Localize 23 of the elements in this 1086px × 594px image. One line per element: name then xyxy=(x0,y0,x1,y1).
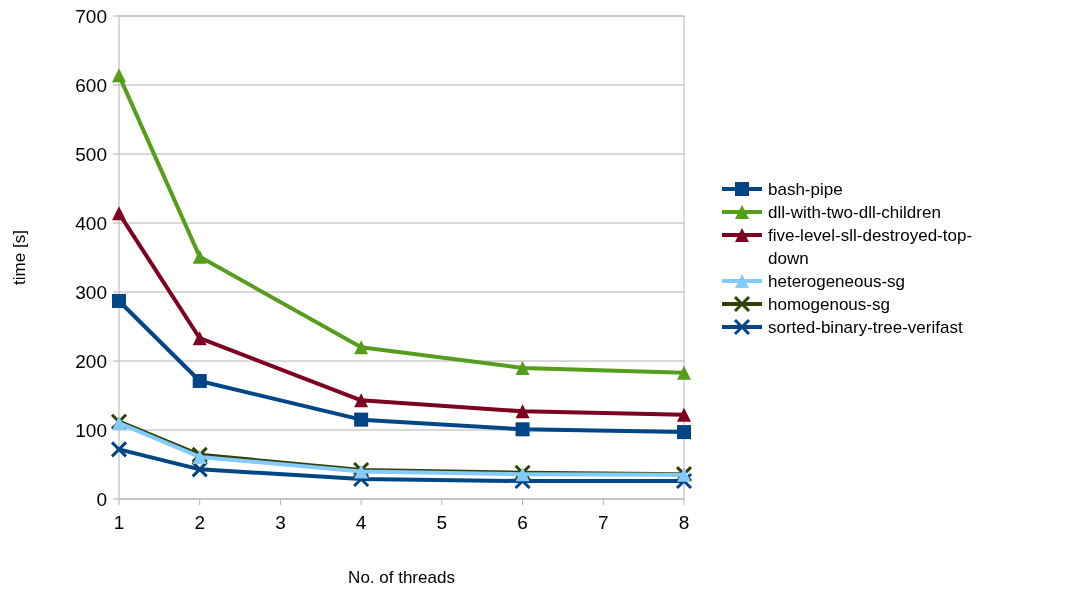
y-tick-label: 300 xyxy=(75,282,107,303)
x-tick-label: 1 xyxy=(113,512,125,533)
legend-label: dll-with-two-dll-children xyxy=(768,203,941,222)
x-tick-label: 2 xyxy=(194,512,205,533)
y-tick-label: 0 xyxy=(96,489,107,510)
x-tick-label: 4 xyxy=(355,512,367,533)
y-axis-title: time [s] xyxy=(10,230,29,285)
y-tick-label: 400 xyxy=(75,213,107,234)
y-tick-label: 100 xyxy=(75,420,107,441)
y-tick-label: 200 xyxy=(75,351,107,372)
x-tick-label: 3 xyxy=(275,512,286,533)
y-tick-label: 600 xyxy=(75,75,107,96)
legend-label: sorted-binary-tree-verifast xyxy=(768,318,963,337)
legend-label: bash-pipe xyxy=(768,180,843,199)
x-axis-title: No. of threads xyxy=(348,568,455,587)
y-tick-label: 700 xyxy=(75,6,107,27)
x-tick-label: 7 xyxy=(598,512,609,533)
legend-label: homogenous-sg xyxy=(768,295,890,314)
x-tick-label: 8 xyxy=(678,512,690,533)
x-tick-label: 5 xyxy=(436,512,448,533)
legend-label: heterogeneous-sg xyxy=(768,272,906,291)
y-tick-label: 500 xyxy=(75,144,107,165)
x-tick-label: 6 xyxy=(517,512,528,533)
